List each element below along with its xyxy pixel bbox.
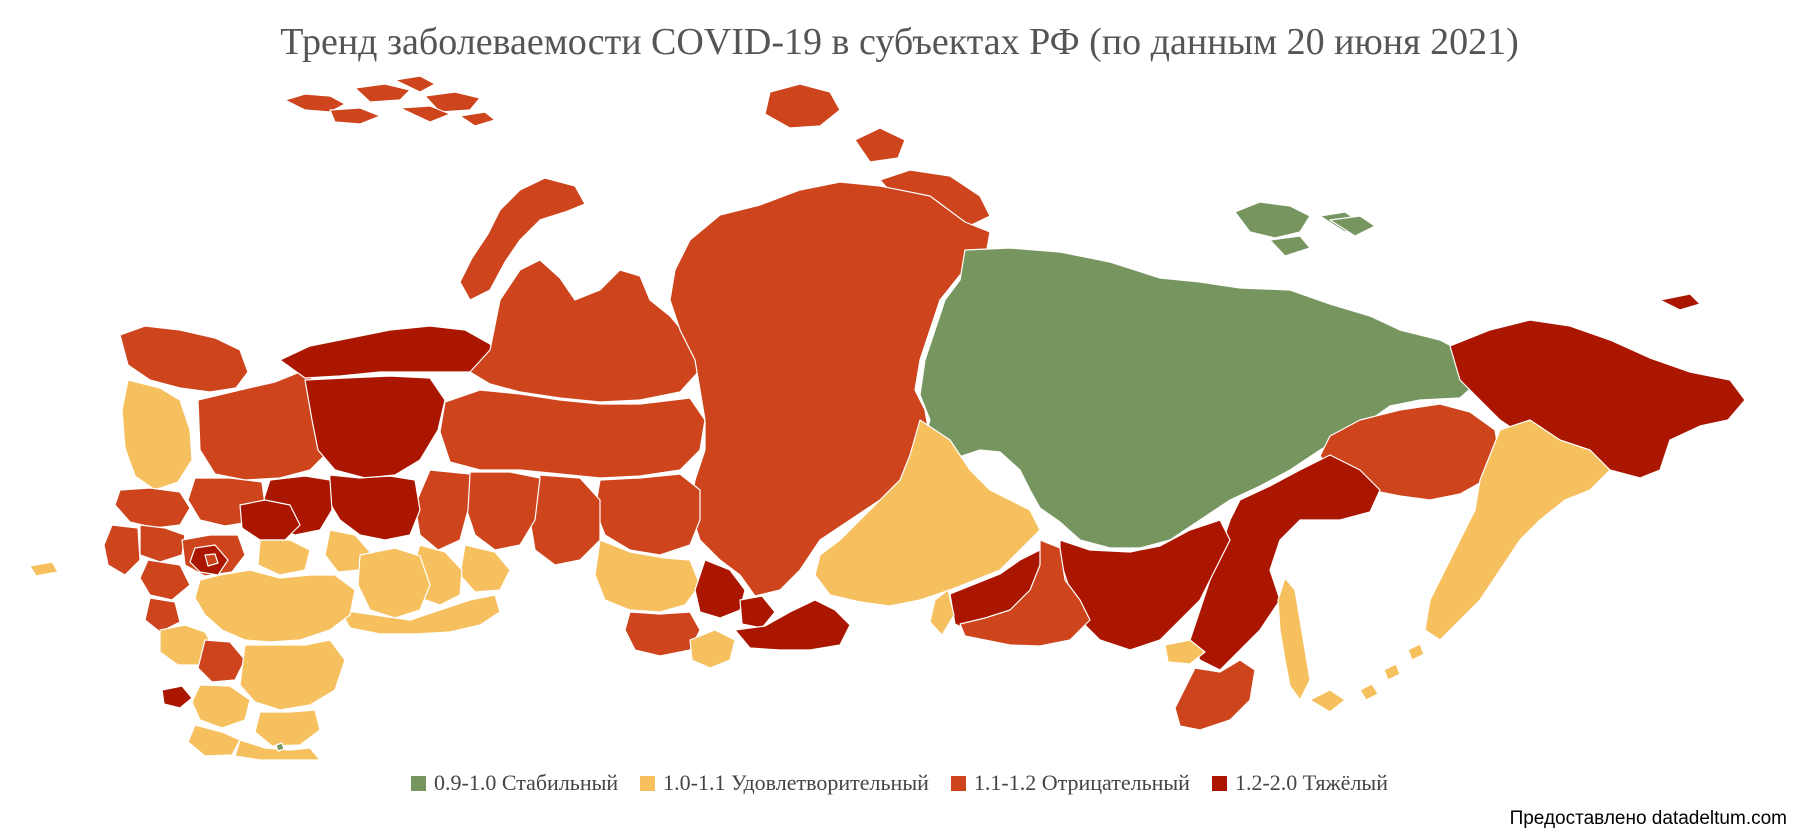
- region-kurgan[interactable]: [459, 544, 511, 593]
- region-astrakhan-kalmykia[interactable]: [254, 709, 321, 747]
- region-franz-josef-land[interactable]: [284, 75, 496, 127]
- region-omsk[interactable]: [529, 474, 601, 566]
- region-karelia[interactable]: [121, 379, 193, 491]
- region-perm[interactable]: [327, 474, 421, 541]
- legend-item-severe[interactable]: 1.2-2.0 Тяжёлый: [1211, 770, 1388, 796]
- region-crimea[interactable]: [161, 685, 193, 709]
- region-sverdlovsk[interactable]: [414, 469, 471, 551]
- region-jewish-ao[interactable]: [1164, 639, 1206, 665]
- legend-item-stable[interactable]: 0.9-1.0 Стабильный: [411, 770, 618, 796]
- region-saratov-volgograd[interactable]: [239, 639, 346, 711]
- region-voronezh[interactable]: [197, 639, 246, 683]
- legend-swatch-severe: [1211, 775, 1227, 791]
- legend-label-negative: 1.1-1.2 Отрицательный: [973, 770, 1190, 795]
- region-north-caucasus[interactable]: [234, 739, 321, 760]
- region-kostroma[interactable]: [257, 539, 311, 576]
- legend-swatch-stable: [411, 775, 426, 791]
- region-leningrad[interactable]: [114, 487, 191, 529]
- region-kemerovo[interactable]: [694, 559, 746, 619]
- region-pskov[interactable]: [103, 524, 141, 576]
- russia-choropleth-map: [29, 75, 1746, 760]
- region-tyumen[interactable]: [464, 471, 541, 551]
- region-nenets[interactable]: [279, 325, 503, 379]
- legend-swatch-satisfactory: [640, 775, 656, 791]
- credit-text[interactable]: Предоставлено datadeltum.com: [1509, 808, 1787, 829]
- legend-swatch-negative: [950, 775, 966, 791]
- legend-label-satisfactory: 1.0-1.1 Удовлетворительный: [663, 770, 929, 795]
- region-yaroslavl[interactable]: [239, 499, 301, 541]
- region-murmansk[interactable]: [119, 325, 249, 393]
- region-sakhalin[interactable]: [1277, 577, 1346, 713]
- region-tyva[interactable]: [734, 599, 851, 651]
- region-moscow[interactable]: [189, 544, 229, 576]
- map-title: Тренд заболеваемости COVID-19 в субъекта…: [280, 21, 1519, 63]
- legend-item-satisfactory[interactable]: 1.0-1.1 Удовлетворительный: [640, 770, 929, 796]
- region-kuril-islands[interactable]: [1359, 643, 1425, 701]
- region-primorye[interactable]: [1174, 659, 1256, 731]
- region-altai-republic[interactable]: [689, 629, 736, 669]
- region-zabaikalsky[interactable]: [959, 539, 1091, 647]
- region-khanty-mansi[interactable]: [439, 389, 706, 479]
- region-altai-krai[interactable]: [624, 611, 701, 657]
- region-orenburg[interactable]: [339, 594, 501, 635]
- region-kaliningrad[interactable]: [29, 561, 59, 577]
- region-new-siberian-islands[interactable]: [1234, 201, 1376, 257]
- region-krasnodar[interactable]: [187, 724, 241, 757]
- region-komi[interactable]: [304, 375, 446, 479]
- region-bashkortostan[interactable]: [357, 547, 431, 619]
- region-khakassia[interactable]: [739, 595, 776, 629]
- region-bryansk[interactable]: [144, 597, 181, 633]
- region-smolensk[interactable]: [139, 559, 191, 601]
- map-legend: 0.9-1.0 Стабильный 1.0-1.1 Удовлетворите…: [0, 770, 1799, 796]
- region-central-satisfactory[interactable]: [194, 569, 356, 643]
- legend-label-stable: 0.9-1.0 Стабильный: [434, 770, 619, 795]
- region-novosibirsk[interactable]: [594, 539, 701, 613]
- region-khabarovsk[interactable]: [1189, 454, 1381, 671]
- region-tomsk[interactable]: [594, 473, 701, 556]
- region-irkutsk[interactable]: [814, 419, 1041, 607]
- region-rostov[interactable]: [191, 684, 251, 729]
- region-novgorod[interactable]: [139, 524, 186, 563]
- region-novaya-zemlya[interactable]: [459, 177, 586, 301]
- legend-item-negative[interactable]: 1.1-1.2 Отрицательный: [950, 770, 1190, 796]
- legend-label-severe: 1.2-2.0 Тяжёлый: [1234, 770, 1388, 795]
- region-kamchatka[interactable]: [1424, 419, 1611, 641]
- region-yamal[interactable]: [469, 259, 701, 403]
